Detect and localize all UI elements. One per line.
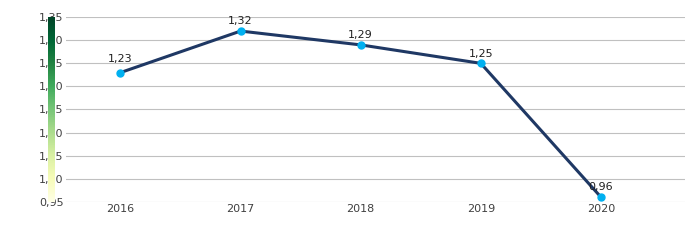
Text: 1,32: 1,32 xyxy=(229,16,253,27)
Text: 1,25: 1,25 xyxy=(468,49,493,59)
Text: 1,23: 1,23 xyxy=(108,54,133,64)
Text: 1,29: 1,29 xyxy=(348,30,373,40)
Text: 0,96: 0,96 xyxy=(589,183,613,192)
